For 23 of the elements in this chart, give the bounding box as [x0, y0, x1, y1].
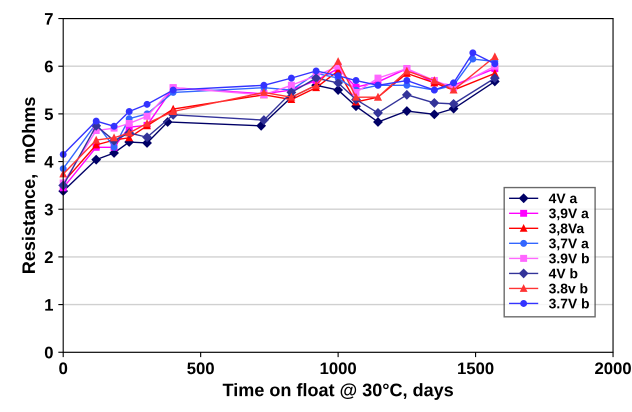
y-axis-title: Resistance, mOhms	[22, 97, 38, 273]
x-tick-label: 1500	[458, 362, 494, 374]
y-tick-label: 2	[44, 251, 53, 263]
x-tick-label: 2000	[595, 362, 631, 374]
x-tick-label: 1000	[320, 362, 356, 374]
y-tick-label: 3	[44, 204, 53, 216]
y-tick-label: 1	[45, 299, 54, 311]
y-tick-label: 6	[44, 60, 53, 72]
y-tick-label: 7	[44, 13, 53, 25]
legend-label: 3,9V a	[548, 208, 589, 220]
x-axis-title: Time on float @ 30°C, days	[222, 383, 453, 400]
legend-label: 3,7V a	[548, 238, 589, 250]
legend-label: 4V b	[548, 268, 578, 278]
y-tick-label: 4	[44, 156, 54, 168]
x-tick-label: 500	[187, 362, 214, 374]
legend-label: 4V a	[548, 194, 578, 204]
legend-label: 3.9V b	[548, 253, 589, 264]
legend-label: 3.8v b	[548, 283, 588, 294]
legend-label: 3.7V b	[548, 298, 589, 308]
y-tick-label: 5	[44, 108, 54, 120]
y-tick-label: 0	[44, 346, 53, 358]
x-tick-label: 0	[59, 362, 68, 374]
legend-label: 3,8Va	[548, 223, 584, 236]
